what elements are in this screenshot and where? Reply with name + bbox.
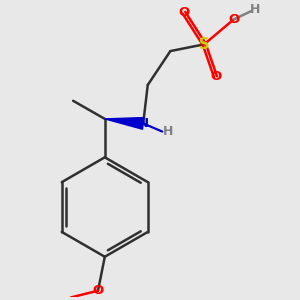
Text: S: S [199, 37, 209, 52]
Text: H: H [163, 125, 173, 138]
Text: O: O [178, 6, 190, 19]
Text: O: O [210, 70, 221, 83]
Polygon shape [105, 118, 144, 129]
Text: O: O [228, 13, 239, 26]
Text: N: N [138, 117, 149, 130]
Text: H: H [250, 2, 260, 16]
Text: O: O [92, 284, 104, 297]
